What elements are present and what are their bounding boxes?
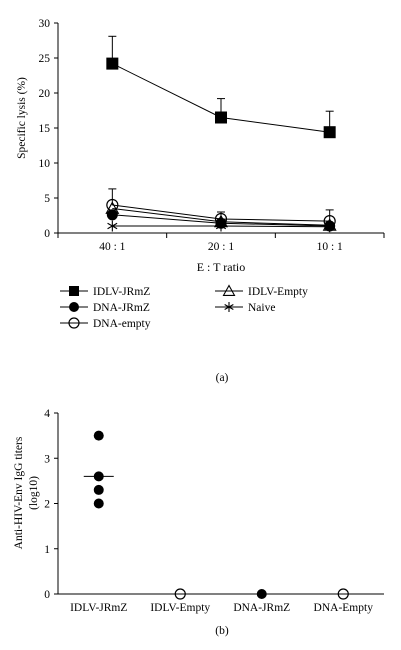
panel-b-ylabel-line-2: (log10) xyxy=(28,476,40,510)
panel-a-y-tick-label: 10 xyxy=(39,158,51,170)
panel-a-y-tick-label: 0 xyxy=(44,228,50,240)
legend-label-naive: Naive xyxy=(248,302,275,314)
panel-b-label: (b) xyxy=(215,625,229,637)
legend-marker-naive xyxy=(224,302,234,312)
panel-b-y-tick-label: 4 xyxy=(44,408,50,420)
panel-b-y-tick-label: 0 xyxy=(44,589,50,601)
panel-a-point-naive-stroke-2 xyxy=(215,222,227,230)
panel-a-point-idlv-empty xyxy=(105,201,120,214)
legend-item-dna-empty: DNA-empty xyxy=(60,317,151,330)
panel-b-point-idlv-jrmz xyxy=(93,430,104,441)
panel-a-y-tick-label: 5 xyxy=(44,193,50,205)
panel-b-ylabel-line-1: Anti-HIV-Env IgG titers xyxy=(13,436,25,549)
panel-a-y-tick-label: 30 xyxy=(39,18,51,30)
panel-a-point-idlv-jrmz xyxy=(106,57,119,70)
panel-a-y-tick-label: 25 xyxy=(39,53,51,65)
panel-a-point-dna-empty xyxy=(106,198,119,212)
panel-b-y-tick-label: 3 xyxy=(44,453,50,465)
legend-label-dna-empty: DNA-empty xyxy=(93,318,151,330)
legend-item-dna-jrmz: DNA-JRmZ xyxy=(60,302,150,314)
panel-a-y-tick-label: 15 xyxy=(39,123,51,135)
panel-b-y-tick-label: 1 xyxy=(44,544,50,556)
panel-a-point-naive xyxy=(324,221,335,233)
panel-a-point-naive-stroke-2 xyxy=(107,222,118,230)
legend-label-idlv-empty: IDLV-Empty xyxy=(248,286,308,298)
panel-a-line-chart: Specific lysis (%) E : T ratio (a) 0 5 10 1… xyxy=(16,18,385,384)
legend-item-idlv-empty: IDLV-Empty xyxy=(215,284,308,298)
panel-a-ylabel: Specific lysis (%) xyxy=(16,77,28,159)
panel-b-x-tick-label: IDLV-Empty xyxy=(150,602,210,614)
panel-a-point-naive-stroke-2 xyxy=(324,223,335,230)
panel-a-x-tick-label: 10 : 1 xyxy=(317,241,343,253)
legend-item-naive: Naive xyxy=(215,302,275,314)
panel-b-x-tick-label: DNA-Empty xyxy=(314,602,374,614)
panel-b-point-dna-jrmz xyxy=(256,589,267,599)
legend-marker-idlv-empty xyxy=(222,284,236,296)
legend-item-idlv-jrmz: IDLV-JRmZ xyxy=(60,286,150,298)
panel-a-point-naive xyxy=(107,220,118,232)
panel-a-x-tick-label: 20 : 1 xyxy=(208,241,234,253)
panel-a-xlabel: E : T ratio xyxy=(197,260,246,274)
legend-marker-dna-jrmz xyxy=(69,302,79,312)
legend-marker-idlv-jrmz xyxy=(69,286,79,296)
legend-label-dna-jrmz: DNA-JRmZ xyxy=(93,302,150,314)
panel-b-y-tick-label: 2 xyxy=(44,499,50,511)
panel-b-point-idlv-jrmz xyxy=(93,471,104,482)
panel-b-point-idlv-jrmz xyxy=(93,498,104,509)
panel-b-x-tick-label: DNA-JRmZ xyxy=(233,602,290,614)
panel-a-point-idlv-jrmz xyxy=(215,111,227,124)
panel-a-point-dna-jrmz xyxy=(106,209,118,221)
panel-a-y-tick-label: 20 xyxy=(39,88,51,100)
panel-a-point-naive xyxy=(215,220,227,232)
legend-marker-dna-empty xyxy=(68,317,80,329)
panel-a-point-idlv-jrmz xyxy=(323,126,336,139)
panel-b-point-idlv-jrmz xyxy=(93,484,104,495)
panel-a-label: (a) xyxy=(216,372,229,384)
legend-marker-naive-stroke-2 xyxy=(224,304,234,310)
panel-b-scatter-chart: Anti-HIV-Env IgG titers (log10) (b) 0 1 2 3… xyxy=(13,408,384,637)
panel-a-x-tick-label: 40 : 1 xyxy=(99,241,125,253)
panel-b-x-tick-label: IDLV-JRmZ xyxy=(70,602,127,614)
legend-label-idlv-jrmz: IDLV-JRmZ xyxy=(93,286,150,298)
panel-b-point-dna-empty xyxy=(337,588,349,600)
panel-b-point-idlv-empty xyxy=(174,588,186,600)
